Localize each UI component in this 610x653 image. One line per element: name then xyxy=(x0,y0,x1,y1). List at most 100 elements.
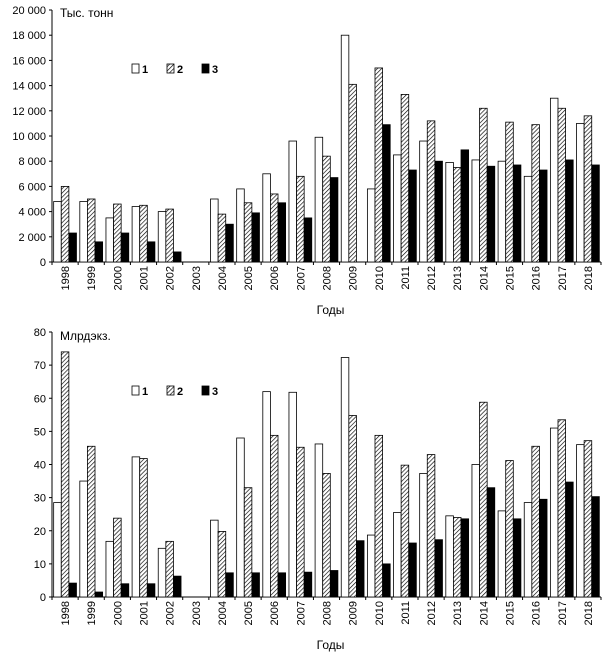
bar-series2-2010 xyxy=(374,434,383,598)
bar-series2-2013 xyxy=(453,517,462,598)
x-tick-label-2018: 2018 xyxy=(583,601,595,625)
bar-series3-2004 xyxy=(225,223,234,263)
x-tick-label-2009: 2009 xyxy=(348,601,360,625)
x-tick-label-2001: 2001 xyxy=(139,266,151,290)
bar-series3-2009 xyxy=(356,540,365,598)
bar-series2-2012 xyxy=(426,120,436,263)
bar-series1-2006 xyxy=(262,173,271,263)
bar-series3-1998 xyxy=(68,582,77,598)
bar-series3-2011 xyxy=(408,542,417,598)
y-tick-label: 60 xyxy=(34,393,46,405)
y-tick-label: 50 xyxy=(34,426,46,438)
x-tick-label-2011: 2011 xyxy=(400,266,412,290)
bar-series1-2014 xyxy=(471,464,480,598)
bar-series3-1999 xyxy=(94,241,104,263)
bar-series3-2010 xyxy=(382,124,391,263)
x-tick-label-2016: 2016 xyxy=(531,601,543,625)
bar-series1-2011 xyxy=(393,512,402,598)
x-tick-label-2001: 2001 xyxy=(139,601,151,625)
bar-series1-2016 xyxy=(523,502,533,598)
bar-series1-2010 xyxy=(366,534,376,598)
bar-series3-2005 xyxy=(251,212,260,263)
bar-series3-2017 xyxy=(565,159,574,263)
bar-series3-2017 xyxy=(565,481,574,598)
x-axis-label: Годы xyxy=(317,303,345,317)
bar-series3-2010 xyxy=(382,563,391,598)
y-tick-label: 10 xyxy=(34,559,46,571)
bar-series2-2007 xyxy=(296,175,305,263)
bar-series2-1999 xyxy=(87,198,96,263)
bar-series2-2008 xyxy=(322,155,331,263)
bar-series1-2015 xyxy=(497,510,507,598)
bar-series2-2001 xyxy=(139,458,148,598)
x-tick-label-2000: 2000 xyxy=(112,601,124,625)
legend-swatch-3 xyxy=(201,385,210,396)
bar-series3-2008 xyxy=(329,177,339,263)
bar-series1-2005 xyxy=(236,437,245,598)
bar-series1-2018 xyxy=(576,123,585,263)
bar-series1-2010 xyxy=(366,188,376,263)
bar-series2-1998 xyxy=(60,185,70,263)
y-tick-label: 12 000 xyxy=(12,106,46,118)
bar-series1-2012 xyxy=(419,473,428,598)
bar-series1-1999 xyxy=(79,480,88,598)
bar-series1-2004 xyxy=(210,519,219,598)
legend-swatch-1 xyxy=(131,385,140,396)
y-tick-label: 18 000 xyxy=(12,30,46,42)
legend: 1 2 3 xyxy=(131,385,218,398)
bar-series3-2014 xyxy=(486,487,496,598)
legend-swatch-2 xyxy=(166,385,175,396)
bar-series3-2013 xyxy=(460,518,470,598)
bar-series1-2013 xyxy=(445,162,454,263)
bar-series1-2007 xyxy=(288,391,297,598)
x-tick-label-2010: 2010 xyxy=(374,266,386,290)
chart-panel-1: 0 2 000 4 000 6 000 8 000 10 000 12 000 14 000 1… xyxy=(12,5,602,317)
bar-series2-2005 xyxy=(243,487,253,598)
x-tick-label-1999: 1999 xyxy=(86,601,98,625)
x-tick-label-1998: 1998 xyxy=(60,266,72,290)
legend-label-3: 3 xyxy=(212,386,218,398)
bar-series1-2018 xyxy=(576,444,585,598)
bar-series2-2015 xyxy=(505,121,514,263)
x-tick-label-2007: 2007 xyxy=(295,601,307,625)
bar-series2-2010 xyxy=(374,67,383,263)
bar-series2-2009 xyxy=(348,415,357,598)
bar-series3-2012 xyxy=(434,539,443,598)
bar-series1-2016 xyxy=(523,175,533,263)
bar-series1-2012 xyxy=(419,140,428,263)
legend-label-1: 1 xyxy=(142,64,148,76)
x-tick-label-2012: 2012 xyxy=(426,601,438,625)
bar-series3-2013 xyxy=(460,149,470,263)
bar-series3-2006 xyxy=(277,202,287,263)
bar-series1-2014 xyxy=(471,159,480,263)
x-tick-label-2017: 2017 xyxy=(557,266,569,290)
x-tick-label-2017: 2017 xyxy=(557,601,569,625)
bar-series3-2016 xyxy=(539,498,548,598)
x-tick-label-2018: 2018 xyxy=(583,266,595,290)
x-tick-label-2007: 2007 xyxy=(295,266,307,290)
bar-series1-1998 xyxy=(53,502,62,598)
x-tick-label-1998: 1998 xyxy=(60,601,72,625)
bar-series3-2001 xyxy=(146,583,156,598)
bar-series1-2000 xyxy=(105,217,114,263)
bar-series2-2006 xyxy=(270,434,279,598)
y-tick-label: 80 xyxy=(34,327,46,339)
bar-series1-2009 xyxy=(340,357,350,598)
x-tick-label-2008: 2008 xyxy=(322,266,334,290)
bar-series3-2016 xyxy=(539,169,548,263)
bar-series2-2014 xyxy=(479,107,488,263)
x-tick-label-2005: 2005 xyxy=(243,266,255,290)
bar-series2-2009 xyxy=(348,83,357,263)
legend-label-2: 2 xyxy=(177,64,183,76)
bar-series3-2018 xyxy=(591,496,600,598)
bar-series3-2015 xyxy=(512,164,522,263)
y-tick-label: 0 xyxy=(40,592,46,604)
bar-series1-2000 xyxy=(105,540,114,598)
bar-series1-2011 xyxy=(393,154,402,263)
x-axis-label: Годы xyxy=(317,638,345,652)
bar-series2-2004 xyxy=(217,531,227,598)
x-tick-label-2000: 2000 xyxy=(112,266,124,290)
x-tick-label-2010: 2010 xyxy=(374,601,386,625)
bar-series3-1999 xyxy=(94,591,104,598)
